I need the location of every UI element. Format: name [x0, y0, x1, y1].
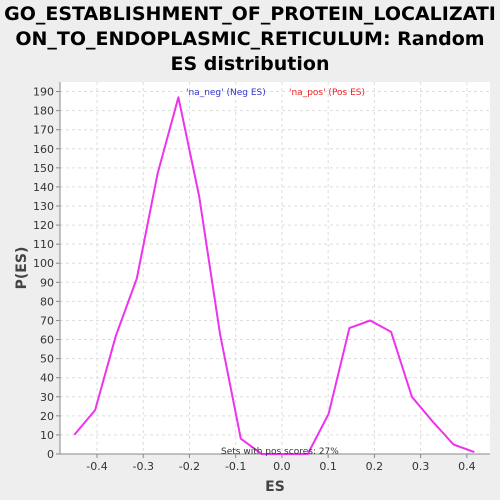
x-tick-label: -0.2	[179, 460, 200, 473]
y-tick-label: 180	[33, 105, 54, 118]
plot-area	[60, 82, 490, 454]
y-tick-label: 20	[40, 410, 54, 423]
y-tick-labels: 0 10 20 30 40 50 60 70 80 90 100 110 120 130 140 150 160…	[33, 86, 54, 461]
x-tick-labels: -0.4 -0.3 -0.2 -0.1 0.0 0.1 0.2 0.3 0.4	[86, 460, 475, 473]
y-tick-label: 120	[33, 219, 54, 232]
y-tick-label: 90	[40, 276, 54, 289]
y-tick-label: 30	[40, 391, 54, 404]
chart-title: GO_ESTABLISHMENT_OF_PROTEIN_LOCALIZATI ON…	[0, 2, 500, 77]
x-tick-label: 0.2	[366, 460, 384, 473]
y-tick-label: 140	[33, 181, 54, 194]
legend-entry-neg: 'na_neg' (Neg ES)	[186, 88, 266, 98]
x-tick-label: -0.3	[132, 460, 153, 473]
chart-title-line: GO_ESTABLISHMENT_OF_PROTEIN_LOCALIZATI	[4, 3, 496, 25]
y-tick-label: 150	[33, 162, 54, 175]
y-tick-label: 160	[33, 143, 54, 156]
y-tick-label: 60	[40, 334, 54, 347]
y-tick-label: 190	[33, 86, 54, 99]
x-axis-label: ES	[265, 479, 285, 495]
y-tick-label: 130	[33, 200, 54, 213]
y-tick-label: 170	[33, 124, 54, 137]
chart-title-line: ES distribution	[170, 53, 330, 75]
x-tick-label: 0.0	[273, 460, 291, 473]
y-tick-label: 40	[40, 372, 54, 385]
y-tick-label: 80	[40, 295, 54, 308]
y-tick-label: 0	[47, 448, 54, 461]
y-tick-label: 10	[40, 429, 54, 442]
x-tick-label: 0.1	[319, 460, 337, 473]
series-line	[73, 96, 475, 455]
x-tick-label: -0.1	[225, 460, 246, 473]
series-group	[73, 96, 475, 455]
grid-lines	[60, 82, 490, 455]
chart-title-line: ON_TO_ENDOPLASMIC_RETICULUM: Random	[15, 28, 485, 50]
y-tick-label: 50	[40, 353, 54, 366]
x-tick-label: -0.4	[86, 460, 107, 473]
y-tick-label: 110	[33, 238, 54, 251]
x-tick-label: 0.4	[458, 460, 476, 473]
legend-entry-pos: 'na_pos' (Pos ES)	[289, 88, 365, 98]
y-tick-label: 70	[40, 314, 54, 327]
y-tick-label: 100	[33, 257, 54, 270]
x-tick-label: 0.3	[412, 460, 430, 473]
y-axis-label: P(ES)	[14, 247, 30, 290]
pos-scores-annotation: Sets with pos scores: 27%	[221, 447, 339, 457]
